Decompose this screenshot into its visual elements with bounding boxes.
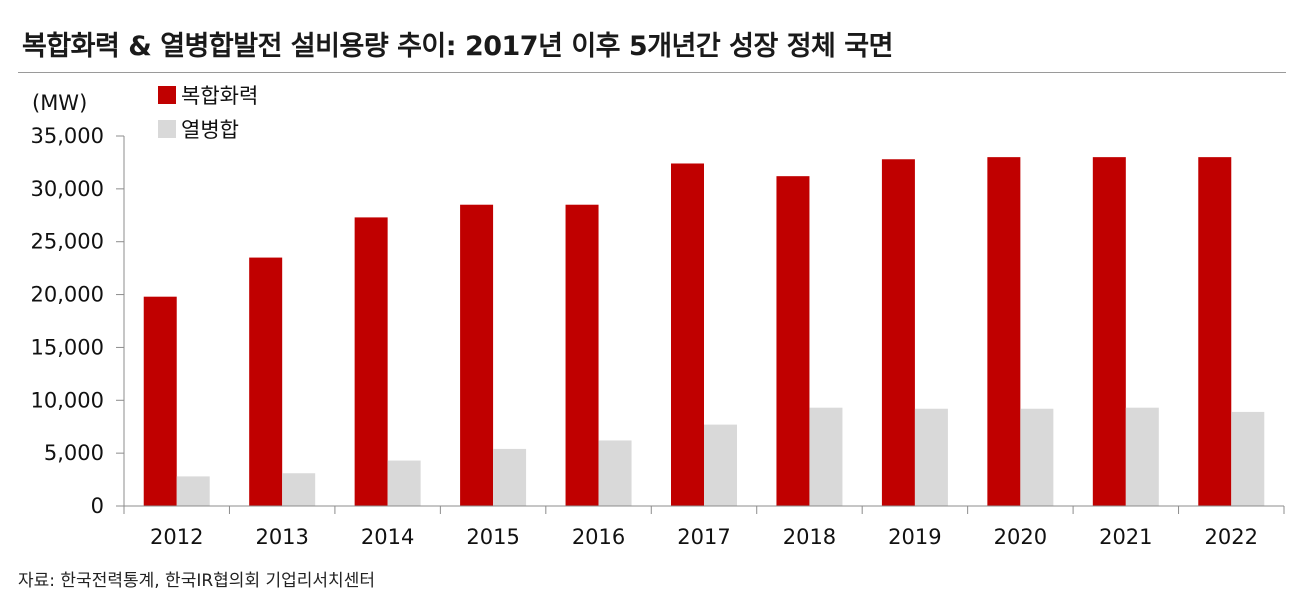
x-tick-label: 2019 bbox=[888, 525, 941, 549]
bar-series1-2012 bbox=[143, 296, 177, 506]
y-tick-label: 5,000 bbox=[44, 441, 104, 465]
y-tick-label: 10,000 bbox=[31, 388, 104, 412]
title-divider bbox=[18, 72, 1286, 73]
x-tick-label: 2017 bbox=[677, 525, 730, 549]
y-tick-label: 0 bbox=[91, 494, 104, 518]
bar-series2-2022 bbox=[1231, 411, 1265, 506]
source-note: 자료: 한국전력통계, 한국IR협의회 기업리서치센터 bbox=[18, 571, 375, 591]
y-axis-unit: (MW) bbox=[32, 91, 87, 115]
bar-series1-2022 bbox=[1198, 157, 1232, 506]
x-tick-label: 2012 bbox=[150, 525, 203, 549]
bar-series1-2015 bbox=[460, 204, 494, 506]
x-axis: 2012 2013 2014 2015 2016 2017 2018 2019 2020 2021… bbox=[123, 505, 1285, 549]
y-tick-label: 30,000 bbox=[31, 177, 104, 201]
bar-series1-2020 bbox=[987, 157, 1021, 506]
bar-series2-2020 bbox=[1020, 408, 1054, 506]
x-tick-label: 2021 bbox=[1099, 525, 1152, 549]
bar-series2-2017 bbox=[704, 424, 737, 506]
chart-title: 복합화력 & 열병합발전 설비용량 추이: 2017년 이후 5개년간 성장 정… bbox=[22, 31, 893, 62]
bar-series2-2014 bbox=[387, 460, 421, 506]
bar-series2-2018 bbox=[809, 407, 843, 506]
bar-series2-2015 bbox=[493, 448, 527, 506]
x-tick-label: 2020 bbox=[994, 525, 1047, 549]
x-tick-label: 2022 bbox=[1205, 525, 1258, 549]
x-tick-label: 2014 bbox=[361, 525, 414, 549]
bar-series1-2016 bbox=[565, 204, 599, 506]
bar-series1-2021 bbox=[1092, 157, 1126, 506]
y-tick-label: 35,000 bbox=[31, 124, 104, 148]
x-tick-label: 2015 bbox=[466, 525, 519, 549]
x-tick-label: 2013 bbox=[255, 525, 308, 549]
y-tick-label: 20,000 bbox=[31, 283, 104, 307]
bar-series2-2021 bbox=[1125, 407, 1159, 506]
x-tick-label: 2018 bbox=[783, 525, 836, 549]
legend-swatch bbox=[158, 86, 176, 104]
bar-series1-2018 bbox=[776, 176, 810, 506]
x-tick-label: 2016 bbox=[572, 525, 625, 549]
legend-swatch bbox=[158, 120, 176, 138]
legend-label: 복합화력 bbox=[181, 84, 258, 108]
y-axis: 0 5,000 10,000 15,000 20,000 25,000 30,000 35,0… bbox=[31, 91, 125, 518]
y-tick-label: 25,000 bbox=[31, 230, 104, 254]
bar-series2-2019 bbox=[914, 408, 948, 506]
bar-series1-2019 bbox=[881, 159, 915, 506]
legend-label: 열병합 bbox=[181, 118, 239, 142]
bar-series1-2014 bbox=[354, 217, 388, 506]
bar-series2-2012 bbox=[176, 476, 210, 506]
bar-series1-2013 bbox=[249, 257, 283, 506]
bar-series2-2013 bbox=[282, 473, 316, 506]
bar-series1-2017 bbox=[671, 163, 704, 506]
y-tick-label: 15,000 bbox=[31, 335, 104, 359]
bar-series2-2016 bbox=[598, 440, 632, 506]
bars-group bbox=[143, 157, 1265, 506]
